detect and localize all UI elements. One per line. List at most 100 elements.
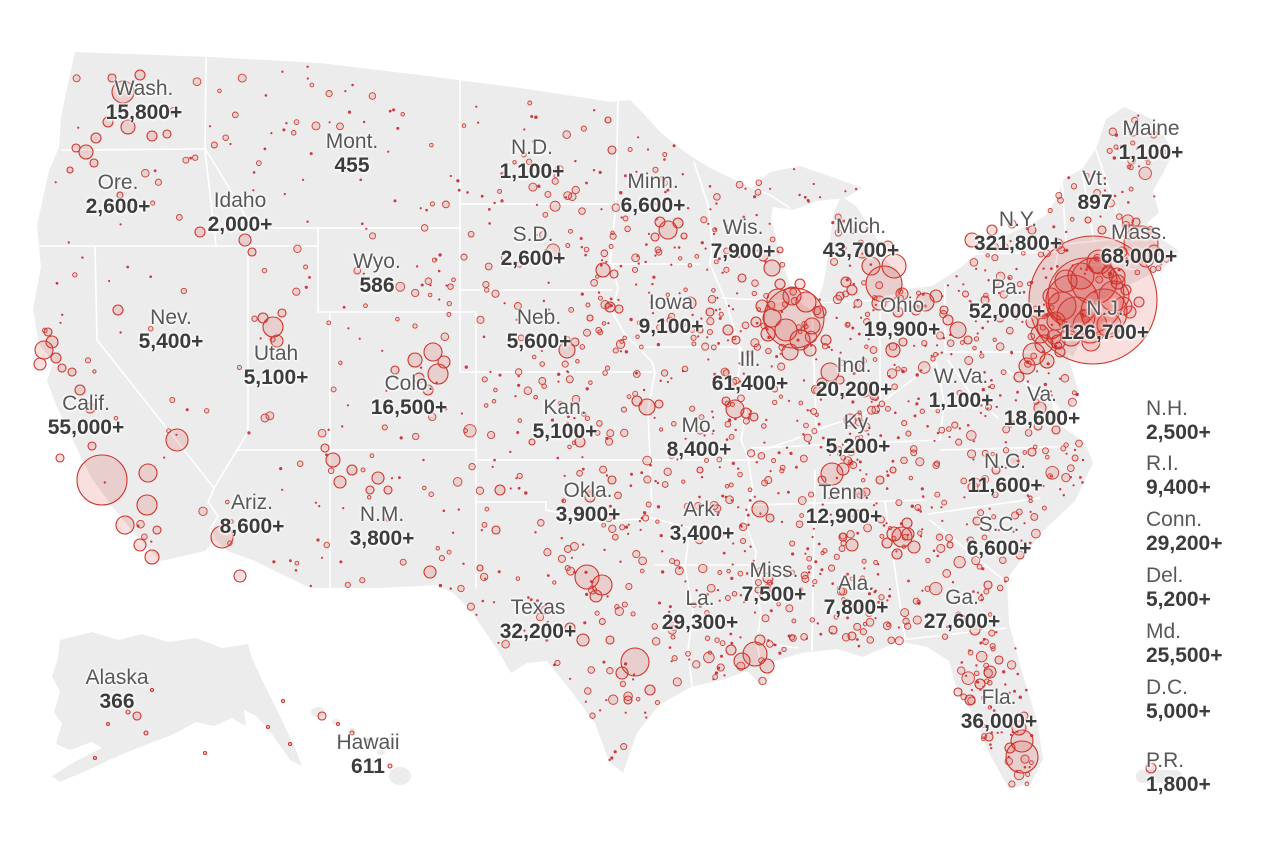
county-dot bbox=[543, 548, 552, 557]
county-dot bbox=[422, 485, 427, 491]
county-dot bbox=[706, 328, 713, 336]
county-dot bbox=[1026, 380, 1030, 383]
county-dot bbox=[229, 142, 232, 146]
county-dot bbox=[283, 193, 286, 196]
county-dot bbox=[630, 611, 636, 617]
county-dot bbox=[652, 275, 656, 279]
county-dot bbox=[797, 496, 807, 505]
county-dot bbox=[624, 225, 631, 233]
county-dot bbox=[599, 465, 608, 474]
county-dot bbox=[585, 592, 589, 597]
county-dot bbox=[535, 233, 538, 236]
metro-bubble bbox=[494, 484, 506, 496]
county-dot bbox=[853, 509, 862, 518]
county-dot bbox=[683, 502, 692, 511]
metro-bubble bbox=[847, 631, 857, 641]
county-dot bbox=[557, 380, 560, 383]
metro-bubble bbox=[765, 513, 775, 523]
county-dot bbox=[926, 425, 929, 428]
metro-bubble bbox=[836, 462, 850, 476]
metro-bubble bbox=[115, 701, 121, 707]
county-dot bbox=[700, 241, 704, 245]
county-dot bbox=[610, 756, 614, 760]
county-dot bbox=[771, 385, 779, 393]
county-dot bbox=[1000, 369, 1007, 376]
metro-bubble bbox=[138, 463, 158, 483]
county-dot bbox=[713, 193, 721, 201]
county-dot bbox=[460, 253, 468, 261]
metro-bubble bbox=[889, 466, 897, 474]
county-dot bbox=[517, 418, 523, 423]
county-dot bbox=[1004, 466, 1007, 469]
county-dot bbox=[363, 303, 368, 309]
county-dot bbox=[534, 115, 538, 119]
county-dot bbox=[751, 358, 754, 361]
county-dot bbox=[812, 182, 815, 186]
county-dot bbox=[619, 350, 623, 353]
county-dot bbox=[72, 272, 78, 278]
county-dot bbox=[766, 640, 774, 648]
metro-bubble bbox=[895, 287, 909, 301]
county-dot bbox=[1041, 350, 1045, 353]
county-dot bbox=[941, 519, 944, 523]
county-dot bbox=[997, 291, 1001, 295]
county-dot bbox=[54, 181, 57, 184]
county-dot bbox=[812, 527, 815, 530]
county-dot bbox=[860, 357, 867, 364]
metro-bubble bbox=[871, 295, 887, 311]
metro-bubble bbox=[1010, 729, 1034, 753]
county-dot bbox=[1106, 147, 1113, 154]
county-dot bbox=[965, 523, 969, 526]
metro-bubble bbox=[861, 487, 871, 497]
county-dot bbox=[854, 446, 861, 453]
metro-bubble bbox=[202, 750, 208, 756]
county-dot bbox=[935, 408, 941, 414]
county-dot bbox=[957, 289, 960, 292]
county-dot bbox=[703, 651, 715, 664]
metro-bubble bbox=[754, 634, 766, 646]
state-border-line bbox=[94, 245, 215, 489]
county-dot bbox=[1029, 510, 1032, 513]
county-dot bbox=[787, 399, 791, 402]
state-border-line bbox=[1081, 169, 1095, 243]
metro-bubble bbox=[995, 313, 1005, 323]
county-dot bbox=[698, 414, 705, 421]
county-dot bbox=[497, 641, 500, 644]
county-dot bbox=[640, 471, 644, 475]
county-dot bbox=[770, 365, 773, 368]
county-dot bbox=[811, 428, 818, 435]
county-dot bbox=[980, 598, 984, 601]
county-dot bbox=[1130, 258, 1133, 261]
county-dot bbox=[754, 188, 762, 196]
county-dot bbox=[576, 432, 579, 436]
metro-bubble bbox=[407, 352, 423, 368]
metro-bubble bbox=[1081, 332, 1101, 352]
county-dot bbox=[608, 504, 612, 508]
county-dot bbox=[222, 134, 229, 141]
county-dot bbox=[703, 434, 706, 437]
metro-bubble bbox=[774, 278, 786, 290]
county-dot bbox=[779, 468, 785, 474]
metro-bubble bbox=[953, 687, 963, 697]
county-dot bbox=[1017, 726, 1020, 729]
county-dot bbox=[330, 386, 337, 393]
county-dot bbox=[976, 591, 980, 594]
metro-bubble bbox=[1015, 550, 1025, 560]
county-dot bbox=[281, 488, 284, 491]
county-dot bbox=[981, 723, 986, 728]
county-dot bbox=[667, 610, 671, 614]
county-dot bbox=[730, 401, 735, 407]
metro-bubble bbox=[820, 334, 832, 346]
metro-bubble bbox=[238, 233, 252, 247]
county-dot bbox=[180, 287, 187, 295]
county-dot bbox=[966, 538, 969, 541]
metro-bubble bbox=[1120, 284, 1132, 296]
county-dot bbox=[857, 239, 865, 246]
county-dot bbox=[567, 444, 572, 450]
county-dot bbox=[540, 349, 544, 352]
county-dot bbox=[991, 493, 995, 497]
county-dot bbox=[189, 156, 193, 160]
county-dot bbox=[747, 523, 750, 527]
county-dot bbox=[585, 302, 591, 308]
county-dot bbox=[603, 548, 606, 552]
